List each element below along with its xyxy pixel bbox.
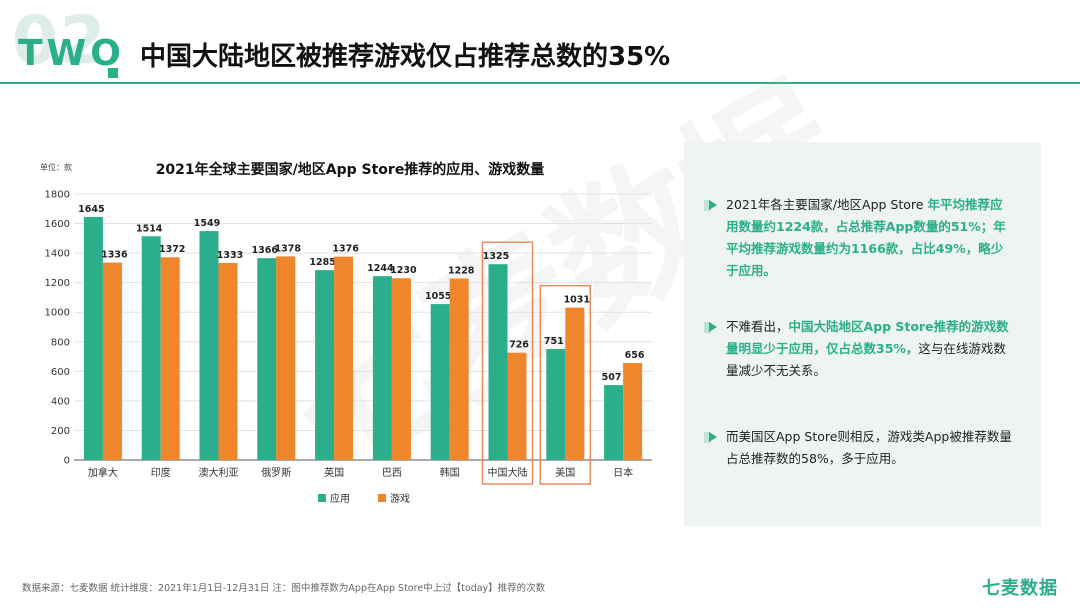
section-number: 02	[12, 2, 108, 79]
bar-app	[315, 270, 335, 460]
bar-app	[372, 276, 392, 460]
bar-game	[218, 263, 238, 460]
x-tick-label: 中国大陆	[488, 466, 528, 479]
x-tick-label: 日本	[613, 466, 633, 479]
highlight-box	[481, 241, 534, 485]
bar-app	[199, 231, 219, 460]
bar-game	[391, 278, 411, 460]
bar-app	[141, 236, 161, 460]
x-tick-label: 印度	[151, 466, 171, 479]
data-label: 1645	[78, 204, 104, 215]
bar-app	[257, 258, 277, 460]
bar-game	[623, 363, 643, 460]
body-text: 2021年各主要国家/地区App Store	[726, 197, 928, 212]
insight-item-2: 不难看出，中国大陆地区App Store推荐的游戏数量明显少于应用，仅占总数35…	[704, 316, 1012, 382]
data-label: 507	[602, 372, 622, 383]
y-tick-label: 1400	[45, 249, 70, 260]
bar-game	[449, 278, 469, 460]
data-label: 1376	[332, 244, 359, 255]
x-tick-label: 英国	[324, 466, 344, 479]
bar-app	[430, 304, 450, 460]
insight-text-3: 而美国区App Store则相反，游戏类App被推荐数量占总推荐数的58%，多于…	[712, 426, 1012, 470]
bullet-arrow-icon	[704, 322, 718, 333]
data-label: 1055	[425, 291, 451, 302]
footer-brand-logo: 七麦数据	[982, 578, 1058, 599]
body-text: 不难看出，	[726, 319, 789, 334]
data-label: 751	[544, 336, 564, 347]
bullet-arrow-icon	[704, 200, 718, 211]
data-label: 1366	[252, 245, 279, 256]
data-label: 726	[509, 340, 529, 351]
body-text: 而美国区App Store则相反，游戏类App被推荐数量占总推荐数的58%，多于…	[726, 429, 1012, 466]
insight-text-1: 2021年各主要国家/地区App Store 年平均推荐应用数量约1224款，占…	[712, 194, 1012, 282]
x-tick-label: 加拿大	[88, 466, 118, 479]
legend-swatch	[318, 494, 326, 502]
y-tick-label: 400	[51, 396, 70, 407]
x-tick-label: 韩国	[440, 466, 460, 479]
x-tick-label: 巴西	[382, 467, 402, 479]
data-label: 656	[625, 350, 645, 361]
data-label: 1549	[194, 218, 220, 229]
data-label: 1285	[309, 257, 335, 268]
bar-app	[546, 349, 566, 460]
bar-game	[276, 256, 296, 460]
y-tick-label: 1600	[45, 219, 70, 230]
legend-swatch	[378, 494, 386, 502]
bullet-arrow-icon	[704, 432, 718, 443]
chart-title: 2021年全球主要国家/地区App Store推荐的应用、游戏数量	[156, 161, 545, 178]
data-label: 1378	[275, 243, 302, 254]
insight-item-1: 2021年各主要国家/地区App Store 年平均推荐应用数量约1224款，占…	[704, 194, 1012, 282]
data-label: 1230	[390, 265, 417, 276]
bar-game	[102, 262, 122, 460]
body-text: 这与在线游戏数量减少不无关系。	[726, 341, 1006, 378]
header-accent-dot	[108, 68, 118, 78]
data-label: 1336	[101, 250, 128, 261]
highlight-box	[539, 284, 591, 485]
data-label: 1244	[367, 263, 394, 274]
bar-game	[565, 307, 585, 460]
x-tick-label: 俄罗斯	[261, 466, 291, 479]
y-tick-label: 0	[64, 456, 70, 467]
x-tick-label: 美国	[555, 466, 575, 479]
bar-app	[604, 385, 624, 460]
highlight-text: 年平均推荐应用数量约1224款，占总推荐App数量的51%；年平均推荐游戏数量约…	[726, 197, 1006, 278]
bar-game	[160, 257, 180, 460]
bar-game	[507, 352, 527, 460]
section-tag: TWO	[18, 33, 125, 74]
highlight-text: 中国大陆地区App Store推荐的游戏数量明显少于应用，仅占总数35%，	[726, 319, 1009, 356]
unit-label: 单位：款	[40, 162, 72, 172]
legend-label: 游戏	[390, 492, 410, 505]
data-label: 1325	[483, 251, 509, 262]
data-label: 1031	[564, 295, 590, 306]
y-tick-label: 1800	[45, 190, 70, 201]
bar-chart: 2021年全球主要国家/地区App Store推荐的应用、游戏数量 单位：款 0 20…	[40, 161, 652, 505]
footer-source: 数据来源：七麦数据 统计维度：2021年1月1日-12月31日 注：图中推荐数为…	[22, 583, 546, 594]
page-title: 中国大陆地区被推荐游戏仅占推荐总数的35%	[140, 42, 671, 72]
data-label: 1228	[448, 266, 475, 277]
y-tick-label: 600	[51, 367, 70, 378]
bar-app	[83, 216, 103, 460]
data-label: 1372	[159, 244, 185, 255]
insight-text-2: 不难看出，中国大陆地区App Store推荐的游戏数量明显少于应用，仅占总数35…	[712, 316, 1012, 382]
header-divider	[0, 82, 1080, 84]
insight-item-3: 而美国区App Store则相反，游戏类App被推荐数量占总推荐数的58%，多于…	[704, 426, 1012, 470]
bar-app	[488, 264, 508, 460]
insight-panel: 2021年各主要国家/地区App Store 年平均推荐应用数量约1224款，占…	[684, 142, 1041, 526]
y-tick-label: 200	[51, 426, 70, 437]
y-tick-label: 800	[51, 337, 70, 348]
y-tick-label: 1200	[45, 278, 70, 289]
bar-game	[334, 256, 354, 460]
y-tick-label: 1000	[45, 308, 70, 319]
x-tick-label: 澳大利亚	[199, 466, 239, 479]
legend-label: 应用	[330, 492, 350, 505]
data-label: 1514	[136, 223, 163, 234]
data-label: 1333	[217, 250, 243, 261]
